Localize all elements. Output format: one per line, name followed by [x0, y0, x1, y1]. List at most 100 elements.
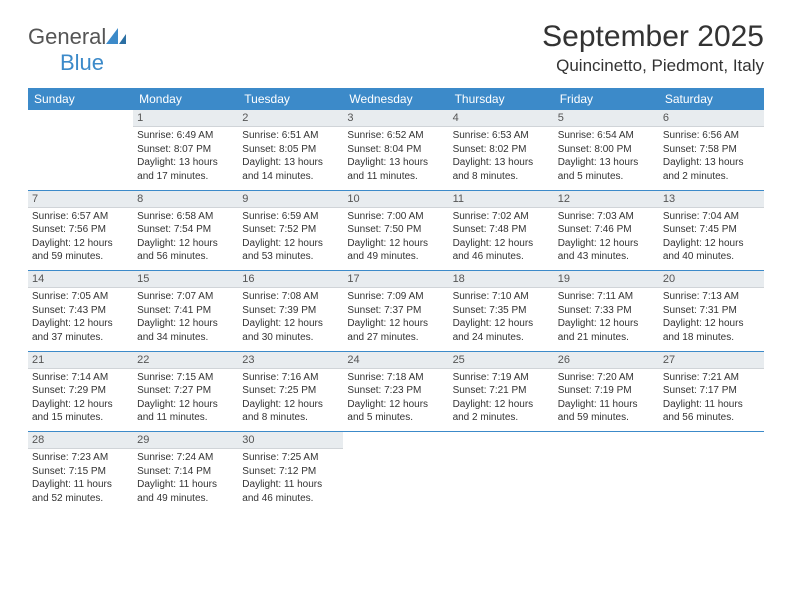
daylight-text: Daylight: 11 hours and 46 minutes.: [242, 478, 339, 505]
day-header: Monday: [133, 88, 238, 110]
page: General Blue September 2025 Quincinetto,…: [0, 0, 792, 530]
day-cell-inner: 25Sunrise: 7:19 AMSunset: 7:21 PMDayligh…: [449, 352, 554, 430]
sunrise-text: Sunrise: 6:54 AM: [558, 129, 655, 143]
sunset-text: Sunset: 7:58 PM: [663, 143, 760, 157]
sunrise-text: Sunrise: 7:05 AM: [32, 290, 129, 304]
daylight-text: Daylight: 12 hours and 56 minutes.: [137, 237, 234, 264]
day-cell-inner: 30Sunrise: 7:25 AMSunset: 7:12 PMDayligh…: [238, 432, 343, 510]
daylight-text: Daylight: 11 hours and 59 minutes.: [558, 398, 655, 425]
week-row: 7Sunrise: 6:57 AMSunset: 7:56 PMDaylight…: [28, 190, 764, 269]
day-number: 30: [238, 432, 343, 449]
day-number: 8: [133, 191, 238, 208]
sunrise-text: Sunrise: 7:23 AM: [32, 451, 129, 465]
day-cell: 2Sunrise: 6:51 AMSunset: 8:05 PMDaylight…: [238, 110, 343, 188]
sunset-text: Sunset: 8:00 PM: [558, 143, 655, 157]
sunrise-text: Sunrise: 7:02 AM: [453, 210, 550, 224]
day-cell: 26Sunrise: 7:20 AMSunset: 7:19 PMDayligh…: [554, 351, 659, 430]
day-cell-inner: 23Sunrise: 7:16 AMSunset: 7:25 PMDayligh…: [238, 352, 343, 430]
daylight-text: Daylight: 12 hours and 43 minutes.: [558, 237, 655, 264]
day-cell-inner: [449, 432, 554, 510]
sunset-text: Sunset: 7:25 PM: [242, 384, 339, 398]
daylight-text: Daylight: 13 hours and 11 minutes.: [347, 156, 444, 183]
day-cell: 20Sunrise: 7:13 AMSunset: 7:31 PMDayligh…: [659, 271, 764, 350]
daylight-text: Daylight: 11 hours and 52 minutes.: [32, 478, 129, 505]
daylight-text: Daylight: 12 hours and 5 minutes.: [347, 398, 444, 425]
day-cell-inner: 1Sunrise: 6:49 AMSunset: 8:07 PMDaylight…: [133, 110, 238, 188]
header: General Blue September 2025 Quincinetto,…: [28, 20, 764, 76]
day-cell-inner: 4Sunrise: 6:53 AMSunset: 8:02 PMDaylight…: [449, 110, 554, 188]
day-number: 23: [238, 352, 343, 369]
sunset-text: Sunset: 8:05 PM: [242, 143, 339, 157]
daylight-text: Daylight: 12 hours and 59 minutes.: [32, 237, 129, 264]
sunset-text: Sunset: 7:37 PM: [347, 304, 444, 318]
sunset-text: Sunset: 7:50 PM: [347, 223, 444, 237]
day-number: 7: [28, 191, 133, 208]
day-number: 25: [449, 352, 554, 369]
day-cell-inner: [28, 110, 133, 188]
sunrise-text: Sunrise: 7:24 AM: [137, 451, 234, 465]
day-cell: [343, 432, 448, 511]
day-cell: 21Sunrise: 7:14 AMSunset: 7:29 PMDayligh…: [28, 351, 133, 430]
sunset-text: Sunset: 8:04 PM: [347, 143, 444, 157]
sunset-text: Sunset: 7:19 PM: [558, 384, 655, 398]
daylight-text: Daylight: 12 hours and 40 minutes.: [663, 237, 760, 264]
sunrise-text: Sunrise: 7:07 AM: [137, 290, 234, 304]
day-number: 24: [343, 352, 448, 369]
day-cell-inner: 16Sunrise: 7:08 AMSunset: 7:39 PMDayligh…: [238, 271, 343, 349]
daylight-text: Daylight: 13 hours and 14 minutes.: [242, 156, 339, 183]
location: Quincinetto, Piedmont, Italy: [542, 56, 764, 76]
day-header: Sunday: [28, 88, 133, 110]
day-cell: 7Sunrise: 6:57 AMSunset: 7:56 PMDaylight…: [28, 190, 133, 269]
day-cell: 9Sunrise: 6:59 AMSunset: 7:52 PMDaylight…: [238, 190, 343, 269]
day-cell-inner: 7Sunrise: 6:57 AMSunset: 7:56 PMDaylight…: [28, 191, 133, 269]
day-cell: 5Sunrise: 6:54 AMSunset: 8:00 PMDaylight…: [554, 110, 659, 188]
day-cell: [659, 432, 764, 511]
daylight-text: Daylight: 12 hours and 8 minutes.: [242, 398, 339, 425]
sunrise-text: Sunrise: 6:51 AM: [242, 129, 339, 143]
day-cell-inner: 17Sunrise: 7:09 AMSunset: 7:37 PMDayligh…: [343, 271, 448, 349]
day-cell-inner: 13Sunrise: 7:04 AMSunset: 7:45 PMDayligh…: [659, 191, 764, 269]
daylight-text: Daylight: 12 hours and 30 minutes.: [242, 317, 339, 344]
sunrise-text: Sunrise: 6:52 AM: [347, 129, 444, 143]
logo-text-blue: Blue: [60, 50, 104, 75]
daylight-text: Daylight: 12 hours and 37 minutes.: [32, 317, 129, 344]
daylight-text: Daylight: 12 hours and 53 minutes.: [242, 237, 339, 264]
daylight-text: Daylight: 12 hours and 24 minutes.: [453, 317, 550, 344]
day-cell-inner: 5Sunrise: 6:54 AMSunset: 8:00 PMDaylight…: [554, 110, 659, 188]
sunrise-text: Sunrise: 7:18 AM: [347, 371, 444, 385]
day-number: 3: [343, 110, 448, 127]
day-cell: 11Sunrise: 7:02 AMSunset: 7:48 PMDayligh…: [449, 190, 554, 269]
day-header-row: Sunday Monday Tuesday Wednesday Thursday…: [28, 88, 764, 110]
day-cell-inner: 18Sunrise: 7:10 AMSunset: 7:35 PMDayligh…: [449, 271, 554, 349]
day-cell: 28Sunrise: 7:23 AMSunset: 7:15 PMDayligh…: [28, 432, 133, 511]
day-number: 12: [554, 191, 659, 208]
sunset-text: Sunset: 7:17 PM: [663, 384, 760, 398]
sunset-text: Sunset: 8:02 PM: [453, 143, 550, 157]
sunrise-text: Sunrise: 7:03 AM: [558, 210, 655, 224]
day-cell: 25Sunrise: 7:19 AMSunset: 7:21 PMDayligh…: [449, 351, 554, 430]
day-cell: 16Sunrise: 7:08 AMSunset: 7:39 PMDayligh…: [238, 271, 343, 350]
sunrise-text: Sunrise: 7:19 AM: [453, 371, 550, 385]
week-row: 1Sunrise: 6:49 AMSunset: 8:07 PMDaylight…: [28, 110, 764, 188]
day-cell-inner: 6Sunrise: 6:56 AMSunset: 7:58 PMDaylight…: [659, 110, 764, 188]
day-cell-inner: 15Sunrise: 7:07 AMSunset: 7:41 PMDayligh…: [133, 271, 238, 349]
sunrise-text: Sunrise: 7:25 AM: [242, 451, 339, 465]
sunrise-text: Sunrise: 6:58 AM: [137, 210, 234, 224]
sunset-text: Sunset: 7:14 PM: [137, 465, 234, 479]
day-cell: 24Sunrise: 7:18 AMSunset: 7:23 PMDayligh…: [343, 351, 448, 430]
daylight-text: Daylight: 13 hours and 17 minutes.: [137, 156, 234, 183]
sunset-text: Sunset: 7:41 PM: [137, 304, 234, 318]
day-cell: 19Sunrise: 7:11 AMSunset: 7:33 PMDayligh…: [554, 271, 659, 350]
day-cell-inner: 24Sunrise: 7:18 AMSunset: 7:23 PMDayligh…: [343, 352, 448, 430]
day-cell-inner: 10Sunrise: 7:00 AMSunset: 7:50 PMDayligh…: [343, 191, 448, 269]
sunset-text: Sunset: 7:31 PM: [663, 304, 760, 318]
day-cell-inner: 29Sunrise: 7:24 AMSunset: 7:14 PMDayligh…: [133, 432, 238, 510]
title-block: September 2025 Quincinetto, Piedmont, It…: [542, 20, 764, 76]
sunrise-text: Sunrise: 7:10 AM: [453, 290, 550, 304]
sunset-text: Sunset: 7:35 PM: [453, 304, 550, 318]
day-cell-inner: 2Sunrise: 6:51 AMSunset: 8:05 PMDaylight…: [238, 110, 343, 188]
day-number: 29: [133, 432, 238, 449]
logo: General Blue: [28, 24, 126, 76]
sunset-text: Sunset: 7:39 PM: [242, 304, 339, 318]
day-cell: 6Sunrise: 6:56 AMSunset: 7:58 PMDaylight…: [659, 110, 764, 188]
